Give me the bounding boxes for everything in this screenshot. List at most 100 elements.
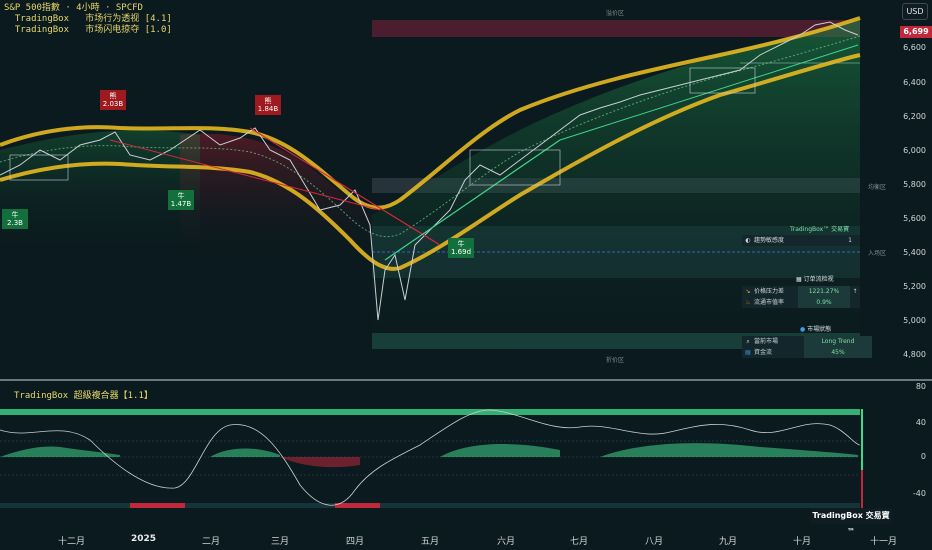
sub-top-bar <box>0 409 860 415</box>
up-arrow: ↑ <box>852 288 858 295</box>
price-tick: 6,400 <box>903 78 926 87</box>
sub-bottom-bar <box>0 503 860 508</box>
year-label: 2025 <box>131 534 157 544</box>
sub-histogram-green <box>0 443 858 457</box>
row-label: 流通市值率 <box>754 299 785 306</box>
bear-label: 熊 <box>264 97 272 105</box>
bull-trendline <box>384 139 561 261</box>
upper-band <box>0 16 861 210</box>
month-label: 七月 <box>570 537 589 547</box>
row-label: 价格压力差 <box>754 288 785 295</box>
bear-value: 1.84B <box>257 105 279 113</box>
sub-bottom-red-2 <box>335 503 380 508</box>
structure-box-2 <box>469 149 561 186</box>
sub-oscillator <box>0 409 861 506</box>
trend-panel-title: TradingBox™ 交易寶 <box>790 226 850 233</box>
early-green-fill <box>0 130 200 260</box>
bear-trendline <box>249 127 441 246</box>
pressure-icon: ↘ <box>745 288 751 295</box>
price-tick: 6,200 <box>903 112 926 121</box>
row-value: 1 <box>848 237 852 244</box>
price-tick: 5,600 <box>903 214 926 223</box>
discount-zone-label: 折价区 <box>606 357 625 364</box>
premium-zone-label: 溢价区 <box>606 10 625 17</box>
magnifier-icon: ⌕ <box>746 338 750 345</box>
market-panel-title: ● 市場狀態 <box>800 326 832 333</box>
bear-volume-annotation: 熊 2.03B <box>100 90 126 110</box>
price-tick: 5,800 <box>903 180 926 189</box>
bull-label: 牛 <box>11 211 19 219</box>
month-label: 五月 <box>421 537 440 547</box>
month-label: 十月 <box>793 537 812 547</box>
row-value: Long Trend <box>804 336 872 347</box>
bear-label: 熊 <box>109 92 117 100</box>
orderflow-panel: ↘ 价格压力差 1221.27% ↑ ♨ 流通市值率 0.9% <box>742 286 860 308</box>
structure-box-1 <box>9 154 69 181</box>
price-tick: 5,200 <box>903 282 926 291</box>
sub-tick: 0 <box>920 452 926 461</box>
sub-indicator-title[interactable]: TradingBox 超級複合器【1.1】 <box>14 391 153 401</box>
sub-histogram-red <box>280 457 360 468</box>
bear-value: 2.03B <box>102 100 124 108</box>
bull-label: 牛 <box>177 192 185 200</box>
sub-tick: -40 <box>912 489 926 498</box>
bull-value: 2.3B <box>7 219 23 227</box>
market-row: ⌕ 當前市場 Long Trend <box>742 336 872 347</box>
globe-icon: ● <box>800 326 808 333</box>
month-label: 九月 <box>719 537 738 547</box>
trend-sensitivity-row: ◐ 趨勢敏感度 1 <box>742 235 860 246</box>
fire-icon: ♨ <box>745 299 751 306</box>
orderflow-icon: ▦ <box>796 276 804 283</box>
indicator-2-label[interactable]: TradingBox 市场闪电掠夺 [1.0] <box>4 25 172 35</box>
trend-panel: ◐ 趨勢敏感度 1 <box>742 235 860 246</box>
turnover-row: ♨ 流通市值率 0.9% <box>742 297 860 308</box>
month-label: 十一月 <box>870 537 898 547</box>
gauge-icon: ◐ <box>745 237 751 244</box>
row-value: 0.9% <box>798 297 850 308</box>
equilibrium-zone-label: 均衡区 <box>868 184 887 191</box>
premium-zone <box>372 20 860 37</box>
month-label: 二月 <box>202 537 221 547</box>
moneyflow-row: ▤ 資金流 45% <box>742 347 872 358</box>
bull-volume-annotation: 牛 1.47B <box>168 190 194 210</box>
month-label: 三月 <box>271 537 290 547</box>
structure-box-3 <box>689 67 756 94</box>
bull-value: 1.69d <box>450 248 472 256</box>
bear-volume-annotation: 熊 1.84B <box>255 95 281 115</box>
price-line <box>0 21 859 321</box>
entry-zone-label: 入场区 <box>868 250 887 257</box>
price-tick: 5,000 <box>903 316 926 325</box>
lower-band <box>0 53 861 271</box>
pressure-row: ↘ 价格压力差 1221.27% ↑ <box>742 286 860 297</box>
symbol-title[interactable]: S&P 500指數 · 4小時 · SPCFD <box>4 3 143 13</box>
bull-volume-annotation: 牛 2.3B <box>2 209 28 229</box>
price-tick: 6,600 <box>903 43 926 52</box>
chart-icon: ▤ <box>745 349 751 356</box>
bull-area-fill <box>372 20 860 380</box>
bull-trendline-2 <box>559 44 859 141</box>
last-price-tag: 6,699 <box>900 26 932 38</box>
sub-bottom-red-1 <box>130 503 185 508</box>
chart-header: S&P 500指數 · 4小時 · SPCFD TradingBox 市场行为透… <box>4 3 172 36</box>
bear-trendline-2 <box>109 139 381 211</box>
price-tick: 4,800 <box>903 350 926 359</box>
indicator-1-label[interactable]: TradingBox 市场行为透视 [4.1] <box>4 14 172 24</box>
sub-tick: 80 <box>915 382 926 391</box>
row-label: 當前市場 <box>754 338 779 345</box>
row-value: 45% <box>804 347 872 358</box>
bear-area-fill <box>180 133 372 260</box>
month-label: 四月 <box>346 537 365 547</box>
month-label: 六月 <box>497 537 516 547</box>
sub-tick: 40 <box>915 418 926 427</box>
mid-line <box>0 35 861 238</box>
price-tick: 5,400 <box>903 248 926 257</box>
row-label: 趨勢敏感度 <box>754 237 785 244</box>
brand-watermark: TradingBox 交易寶™ <box>810 508 892 536</box>
price-tick: 6,000 <box>903 146 926 155</box>
currency-button[interactable]: USD <box>902 3 928 20</box>
row-label: 資金流 <box>754 349 773 356</box>
bull-label: 牛 <box>457 240 465 248</box>
bull-volume-annotation: 牛 1.69d <box>448 238 474 258</box>
orderflow-panel-title: ▦ 订单流检视 <box>796 276 834 283</box>
